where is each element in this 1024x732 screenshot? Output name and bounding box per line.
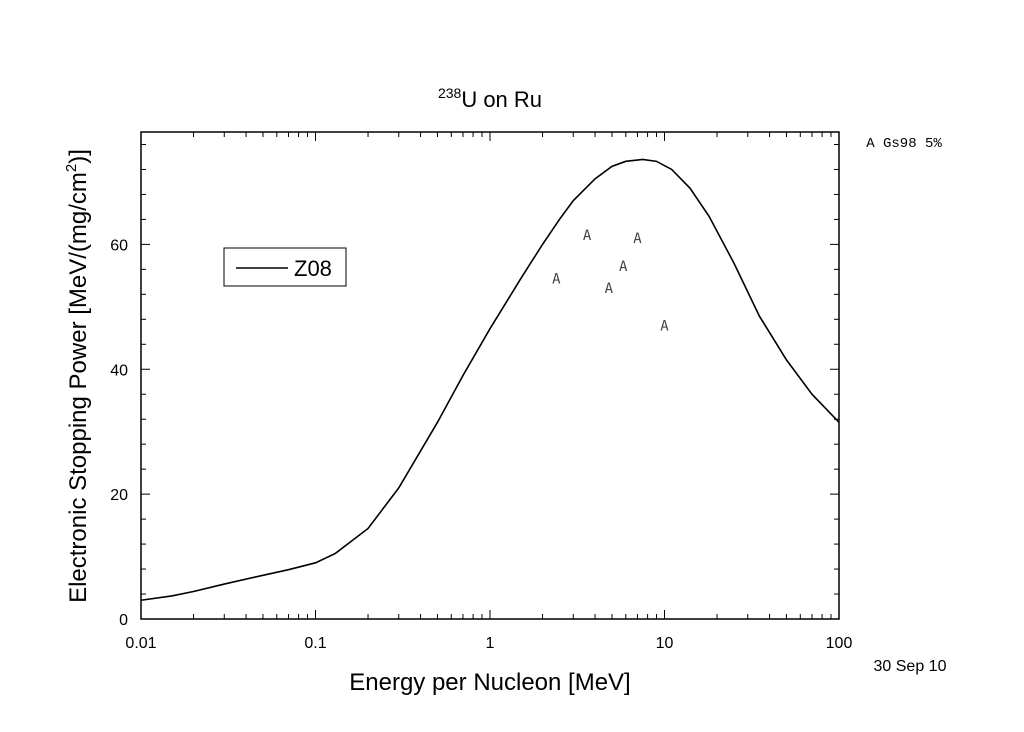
x-tick-label: 100: [826, 635, 853, 652]
title-isotope: 238: [438, 85, 462, 101]
x-tick-label: 10: [656, 635, 674, 652]
x-axis-label: Energy per Nucleon [MeV]: [349, 669, 630, 696]
ticks: [140, 132, 840, 620]
data-point-marker: A: [633, 231, 642, 247]
plot-frame: [140, 131, 840, 620]
y-axis-label-end: )]: [65, 149, 92, 164]
x-tick-label: 1: [486, 635, 495, 652]
y-axis-label: Electronic Stopping Power [MeV/(mg/cm2)]: [63, 149, 92, 603]
date-stamp: 30 Sep 10: [874, 658, 947, 675]
series-line-z08: [140, 158, 840, 602]
y-axis-label-sup: 2: [63, 164, 80, 172]
y-tick-label: 60: [110, 237, 128, 254]
y-tick-label: 20: [110, 487, 128, 504]
legend-box: [223, 247, 347, 287]
data-point-marker: A: [619, 259, 628, 275]
legend-label-z08: Z08: [294, 256, 332, 281]
data-point-marker: A: [552, 272, 561, 288]
data-source-note: A Gs98 5%: [866, 136, 942, 152]
data-point-marker: A: [660, 319, 669, 335]
title-text: U on Ru: [461, 87, 542, 112]
y-axis-label-main: Electronic Stopping Power [MeV/(mg/cm: [65, 172, 92, 603]
x-tick-labels: 0.01 0.1 1 10 100: [125, 635, 852, 652]
x-tick-label: 0.1: [304, 635, 326, 652]
data-point-marker: A: [605, 281, 614, 297]
y-tick-label: 40: [110, 362, 128, 379]
data-point-marker: A: [583, 228, 592, 244]
y-tick-label: 0: [119, 612, 128, 629]
legend: Z08: [223, 247, 347, 287]
x-tick-label: 0.01: [125, 635, 156, 652]
chart-title: 238U on Ru: [438, 85, 542, 112]
y-tick-labels: 0 20 40 60: [110, 237, 128, 629]
